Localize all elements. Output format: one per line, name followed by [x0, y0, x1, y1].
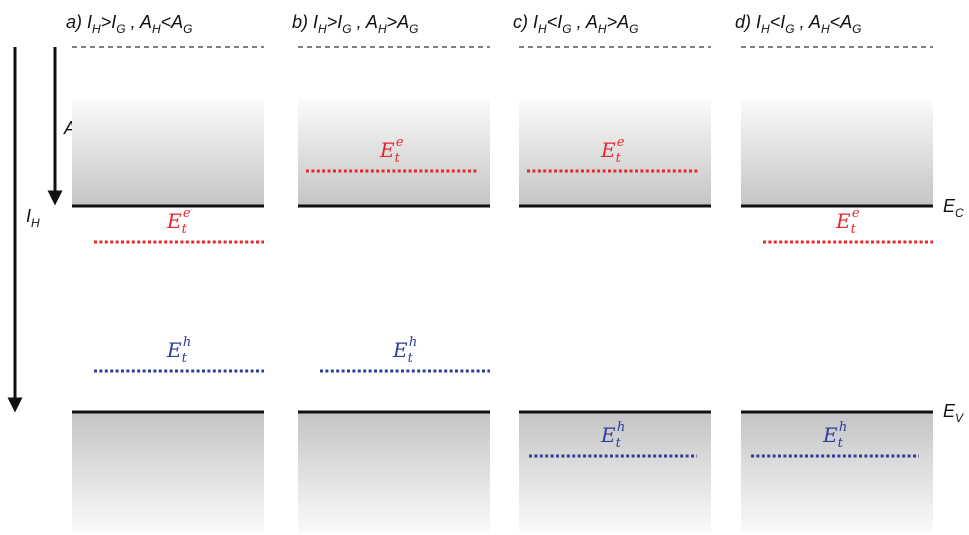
hole-trap-label: Eth — [166, 335, 191, 366]
electron-trap-label: Ete — [379, 135, 404, 166]
panels: a) IH>IG , AH<AG Ete Eth b) IH>IG , AH>AG Et… — [66, 12, 933, 532]
conduction-band-region — [519, 100, 711, 206]
valence-band-region — [519, 412, 711, 532]
valence-band-region — [298, 412, 490, 532]
electron-trap-label: Ete — [166, 206, 191, 237]
conduction-band-region — [72, 100, 264, 206]
valence-band-region — [72, 412, 264, 532]
ionization-label: IH — [26, 206, 40, 230]
ionization-axis: IH — [7, 47, 40, 413]
conduction-band-region — [741, 100, 933, 206]
panel-b: b) IH>IG , AH>AG Ete Eth — [292, 12, 490, 532]
hole-trap-label: Eth — [600, 420, 625, 451]
panel-title-d: d) IH<IG , AH<AG — [735, 12, 861, 36]
conduction-band-region — [298, 100, 490, 206]
electron-trap-label: Ete — [835, 206, 860, 237]
panel-a: a) IH>IG , AH<AG Ete Eth — [66, 12, 264, 532]
hole-trap-label: Eth — [822, 420, 847, 451]
panel-title-b: b) IH>IG , AH>AG — [292, 12, 418, 36]
panel-d: d) IH<IG , AH<AG Ete Eth — [735, 12, 933, 532]
valence-band-label: EV — [943, 401, 964, 425]
panel-title-a: a) IH>IG , AH<AG — [66, 12, 192, 36]
panel-c: c) IH<IG , AH>AG Ete Eth — [513, 12, 711, 532]
electron-trap-label: Ete — [600, 135, 625, 166]
hole-trap-label: Eth — [392, 335, 417, 366]
valence-band-region — [741, 412, 933, 532]
panel-title-c: c) IH<IG , AH>AG — [513, 12, 638, 36]
conduction-band-label: EC — [943, 196, 964, 220]
